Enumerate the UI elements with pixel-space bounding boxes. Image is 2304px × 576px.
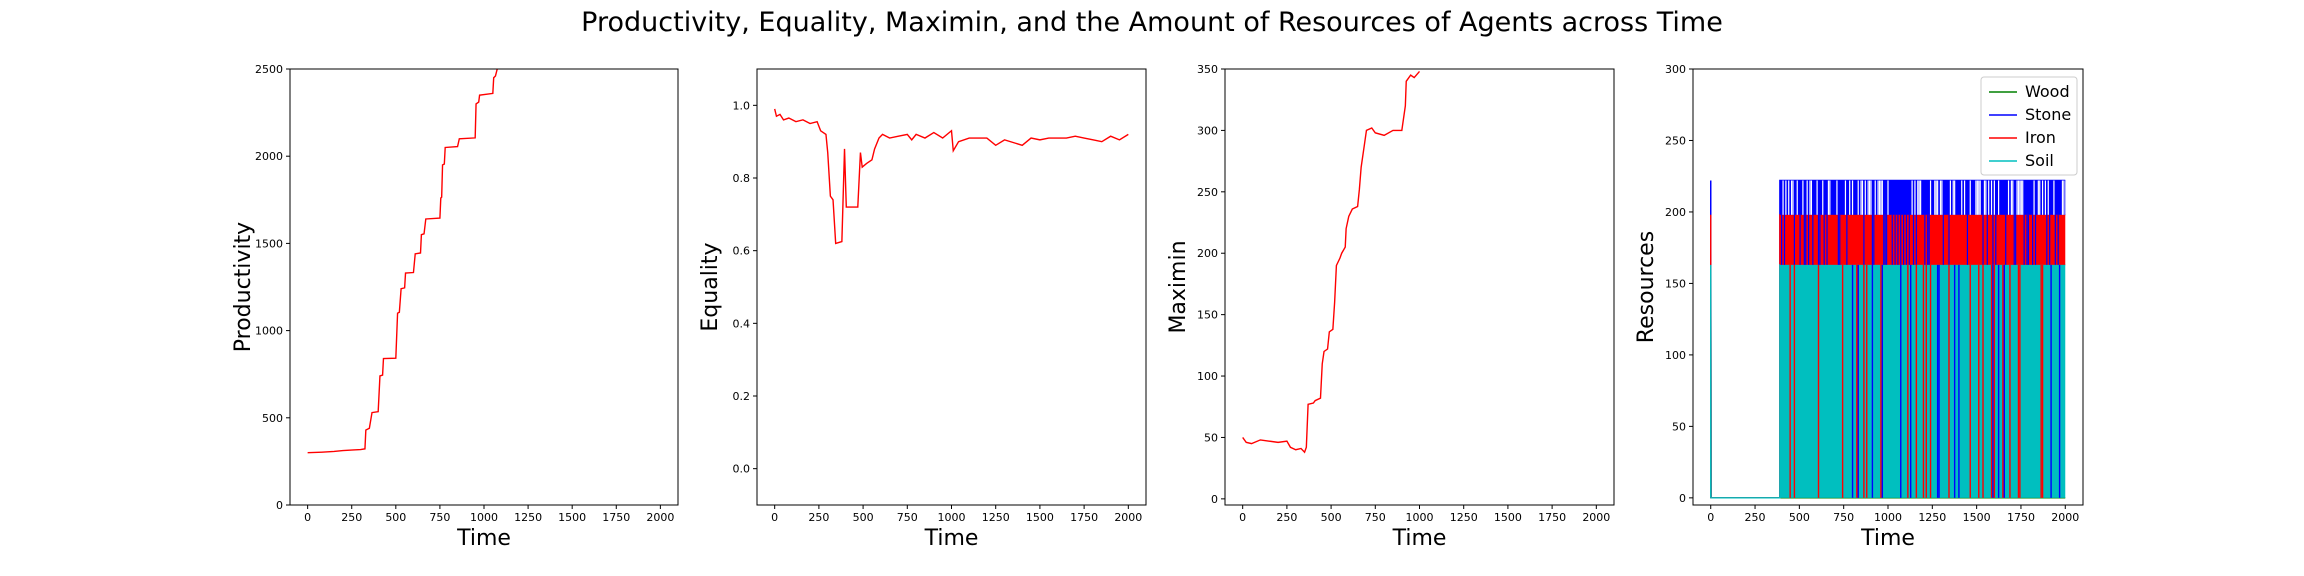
x-tick-label: 750 bbox=[1833, 511, 1854, 524]
y-axis-label: Equality bbox=[698, 242, 723, 331]
x-tick-label: 1500 bbox=[1963, 511, 1991, 524]
y-tick-label: 300 bbox=[1197, 124, 1218, 137]
legend-label-soil: Soil bbox=[2025, 151, 2054, 170]
resource-band bbox=[1710, 180, 2066, 498]
y-axis-label: Resources bbox=[1634, 231, 1659, 343]
x-tick-label: 500 bbox=[1789, 511, 1810, 524]
y-tick-label: 300 bbox=[1665, 63, 1686, 76]
legend-box bbox=[1980, 76, 2078, 176]
x-tick-label: 1250 bbox=[1450, 511, 1478, 524]
series-line-1 bbox=[1242, 71, 1421, 454]
plot-area bbox=[307, 69, 498, 454]
x-tick-label: 0 bbox=[1707, 511, 1714, 524]
x-tick-label: 250 bbox=[341, 511, 362, 524]
y-tick-label: 0.8 bbox=[733, 172, 751, 185]
x-tick-label: 750 bbox=[897, 511, 918, 524]
x-axis-label: Time bbox=[456, 526, 511, 551]
legend: Wood Stone Iron Soil bbox=[1980, 76, 2078, 176]
y-tick-label: 1.0 bbox=[733, 99, 751, 112]
x-tick-label: 750 bbox=[1365, 511, 1386, 524]
y-tick-label: 200 bbox=[1665, 206, 1686, 219]
y-tick-label: 350 bbox=[1197, 63, 1218, 76]
chart-2: 0 250 500 750 1000 1250 1500 1750 2000 0.0 0.2 0.4 0… bbox=[698, 68, 1147, 551]
x-tick-label: 0 bbox=[1239, 511, 1246, 524]
x-tick-label: 1250 bbox=[982, 511, 1010, 524]
x-tick-label: 250 bbox=[808, 511, 829, 524]
y-tick-label: 250 bbox=[1665, 134, 1686, 147]
x-tick-label: 1750 bbox=[1070, 511, 1098, 524]
y-tick-label: 150 bbox=[1665, 277, 1686, 290]
x-tick-label: 1500 bbox=[1494, 511, 1522, 524]
x-tick-label: 2000 bbox=[1114, 511, 1142, 524]
x-axis-label: Time bbox=[924, 526, 979, 551]
band-fill bbox=[1779, 214, 2066, 265]
y-tick-label: 1000 bbox=[255, 325, 283, 338]
x-tick-label: 1000 bbox=[470, 511, 498, 524]
y-tick-label: 500 bbox=[262, 412, 283, 425]
y-tick-label: 0 bbox=[1679, 492, 1686, 505]
y-tick-label: 50 bbox=[1204, 431, 1218, 444]
y-tick-label: 200 bbox=[1197, 247, 1218, 260]
x-tick-label: 1250 bbox=[1918, 511, 1946, 524]
y-tick-label: 50 bbox=[1672, 420, 1686, 433]
x-axis-label: Time bbox=[1860, 526, 1915, 551]
x-tick-label: 500 bbox=[1321, 511, 1342, 524]
x-axis-label: Time bbox=[1392, 526, 1447, 551]
y-tick-label: 100 bbox=[1665, 349, 1686, 362]
x-tick-label: 0 bbox=[304, 511, 311, 524]
chart-4: 0 250 500 750 1000 1250 1500 1750 2000 0 50 100 150 2… bbox=[1634, 63, 2084, 551]
x-tick-label: 1750 bbox=[1538, 511, 1566, 524]
x-tick-label: 1750 bbox=[2007, 511, 2035, 524]
figure-title: Productivity, Equality, Maximin, and the… bbox=[581, 7, 1723, 38]
band-fill bbox=[1779, 180, 2066, 215]
legend-label-stone: Stone bbox=[2025, 105, 2071, 124]
x-tick-label: 1500 bbox=[558, 511, 586, 524]
plot-area bbox=[1710, 179, 2066, 499]
y-tick-label: 2500 bbox=[255, 63, 283, 76]
band-fill bbox=[1779, 264, 2066, 498]
legend-label-iron: Iron bbox=[2025, 128, 2056, 147]
x-tick-label: 500 bbox=[385, 511, 406, 524]
x-tick-label: 1500 bbox=[1026, 511, 1054, 524]
x-tick-label: 2000 bbox=[646, 511, 674, 524]
y-tick-label: 0.4 bbox=[733, 317, 751, 330]
y-tick-label: 250 bbox=[1197, 186, 1218, 199]
x-tick-label: 750 bbox=[429, 511, 450, 524]
x-tick-label: 1000 bbox=[1874, 511, 1902, 524]
x-tick-label: 1000 bbox=[1406, 511, 1434, 524]
x-tick-label: 250 bbox=[1276, 511, 1297, 524]
chart-3: 0 250 500 750 1000 1250 1500 1750 2000 0 50 100 150 2… bbox=[1166, 63, 1615, 551]
y-tick-label: 1500 bbox=[255, 237, 283, 250]
y-tick-label: 150 bbox=[1197, 309, 1218, 322]
x-tick-label: 0 bbox=[771, 511, 778, 524]
x-tick-label: 250 bbox=[1745, 511, 1766, 524]
y-tick-label: 2000 bbox=[255, 150, 283, 163]
y-axis-label: Maximin bbox=[1166, 240, 1191, 333]
y-tick-label: 0.2 bbox=[733, 390, 751, 403]
legend-label-wood: Wood bbox=[2025, 82, 2070, 101]
x-tick-label: 500 bbox=[853, 511, 874, 524]
x-tick-label: 2000 bbox=[1582, 511, 1610, 524]
y-tick-label: 0 bbox=[276, 499, 283, 512]
series-line-1 bbox=[773, 108, 1129, 245]
x-tick-label: 2000 bbox=[2051, 511, 2079, 524]
plot-area bbox=[1242, 71, 1421, 454]
y-tick-label: 100 bbox=[1197, 370, 1218, 383]
y-tick-label: 0 bbox=[1211, 493, 1218, 506]
y-axis-label: Productivity bbox=[231, 222, 256, 352]
x-tick-label: 1750 bbox=[602, 511, 630, 524]
x-tick-label: 1250 bbox=[514, 511, 542, 524]
y-tick-label: 0.0 bbox=[733, 463, 751, 476]
y-tick-label: 0.6 bbox=[733, 245, 751, 258]
x-tick-label: 1000 bbox=[938, 511, 966, 524]
chart-1: 0 250 500 750 1000 1250 1500 1750 2000 0 500 1000 15… bbox=[231, 63, 679, 551]
plot-area bbox=[773, 108, 1129, 245]
series-line-1 bbox=[307, 69, 498, 454]
